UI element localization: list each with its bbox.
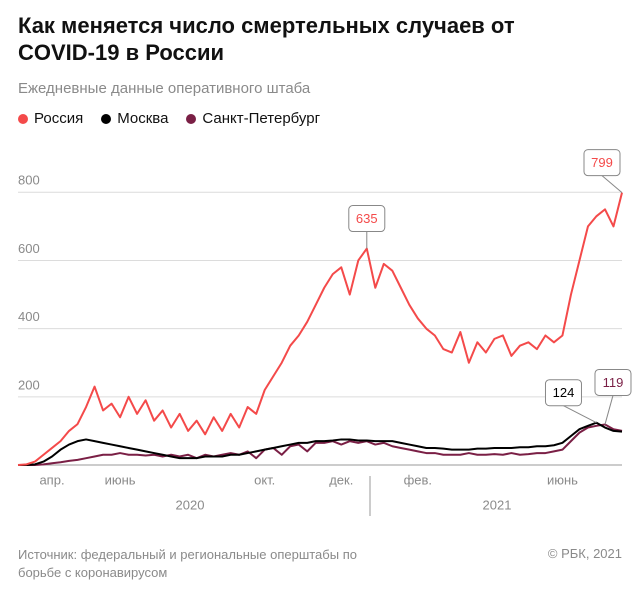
callout-leader xyxy=(604,395,614,425)
legend-label: Россия xyxy=(34,110,84,127)
series-line xyxy=(17,192,623,466)
callout-box xyxy=(594,368,632,396)
data-label: 119 xyxy=(603,375,624,390)
legend-label: Санкт-Петербург xyxy=(202,110,321,127)
y-tick-label: 200 xyxy=(18,377,40,392)
legend: Россия Москва Санкт-Петербург xyxy=(18,110,320,127)
year-label: 2021 xyxy=(483,497,512,512)
y-tick-label: 400 xyxy=(18,309,40,324)
legend-item: Россия xyxy=(18,110,83,127)
data-label: 635 xyxy=(356,211,378,226)
series-line xyxy=(18,421,623,466)
callout-box xyxy=(583,149,621,177)
y-tick-label: 800 xyxy=(18,173,40,188)
x-tick-label: июнь xyxy=(547,472,578,487)
data-label: 124 xyxy=(553,385,575,400)
chart: 2020 2021 200 400 600 800 апр. июнь окт. дек. фе… xyxy=(17,149,632,516)
callout-box xyxy=(348,205,386,233)
chart-subtitle: Ежедневные данные оперативного штаба xyxy=(18,80,311,97)
x-tick-label: дек. xyxy=(329,472,353,487)
copyright: © РБК, 2021 xyxy=(547,546,622,561)
legend-label: Москва xyxy=(117,110,169,127)
x-tick-label: окт. xyxy=(254,472,275,487)
x-tick-label: фев. xyxy=(404,472,432,487)
callout-leader xyxy=(563,405,597,424)
x-tick-label: апр. xyxy=(39,472,64,487)
y-tick-label: 600 xyxy=(18,241,40,256)
legend-marker xyxy=(101,113,112,124)
series-line xyxy=(18,423,623,466)
legend-marker xyxy=(186,113,197,124)
legend-marker xyxy=(18,113,28,124)
year-label: 2020 xyxy=(176,497,205,512)
source-note: Источник: федеральный и региональные опе… xyxy=(18,547,357,580)
data-label: 799 xyxy=(591,155,613,170)
callout-leader xyxy=(601,175,623,194)
x-tick-label: июнь xyxy=(105,472,136,487)
legend-item: Санкт-Петербург xyxy=(186,110,320,127)
chart-title: Как меняется число смертельных случаев о… xyxy=(18,13,515,65)
callout-box xyxy=(544,379,582,407)
legend-item: Москва xyxy=(101,110,168,127)
